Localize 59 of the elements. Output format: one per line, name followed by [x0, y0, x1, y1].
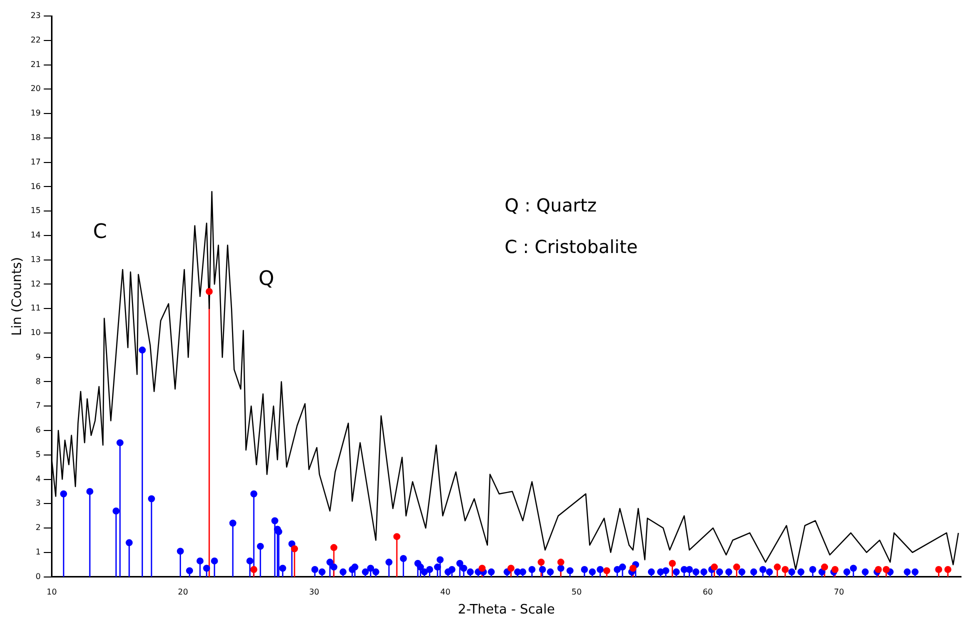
point [882, 566, 890, 573]
annotation: Q : Quartz [504, 195, 597, 216]
point [832, 566, 839, 573]
point [935, 566, 942, 573]
point [668, 560, 676, 567]
y-tick-label: 20 [30, 84, 41, 94]
y-tick-label: 6 [36, 426, 41, 435]
point [291, 545, 298, 552]
y-tick-label: 18 [30, 132, 41, 142]
y-tick-label: 21 [30, 60, 41, 69]
point [330, 544, 338, 552]
point [250, 566, 258, 573]
point [630, 564, 636, 572]
point [710, 564, 718, 571]
point [782, 566, 789, 573]
x-tick-label: 70 [834, 588, 844, 597]
y-tick-label: 15 [30, 206, 41, 216]
annotation: Q [258, 266, 274, 290]
annotation: C : Cristobalite [504, 236, 638, 258]
y-tick-label: 23 [30, 11, 41, 20]
point [393, 533, 400, 540]
x-tick-label: 30 [309, 588, 320, 597]
point [821, 564, 828, 571]
point [507, 564, 514, 572]
y-tick-label: 17 [30, 157, 41, 166]
y-tick-label: 13 [30, 254, 41, 264]
annotation: C [92, 219, 107, 244]
point [557, 558, 564, 566]
y-tick-label: 10 [30, 328, 41, 338]
y-tick-label: 4 [36, 474, 41, 484]
x-tick-label: 50 [571, 588, 582, 597]
point [733, 564, 740, 571]
y-tick-label: 19 [30, 108, 41, 118]
y-tick-label: 22 [30, 35, 41, 44]
x-axis-title: 2-Theta - Scale [458, 602, 555, 618]
x-tick-label: 60 [702, 588, 713, 597]
y-tick-label: 3 [36, 498, 41, 508]
point [478, 564, 486, 572]
y-tick-label: 1 [36, 547, 41, 556]
point [603, 567, 610, 574]
point [774, 564, 781, 571]
point [874, 566, 882, 573]
y-tick-label: 2 [36, 523, 41, 532]
x-tick-label: 10 [46, 588, 57, 597]
point [538, 558, 545, 566]
point [944, 566, 952, 573]
y-tick-label: 7 [36, 401, 41, 410]
y-tick-label: 12 [30, 279, 41, 288]
y-tick-label: 16 [30, 182, 41, 191]
y-tick-label: 0 [36, 572, 41, 581]
y-tick-label: 5 [36, 450, 41, 459]
y-axis-title: Lin (Counts) [10, 257, 26, 336]
y-tick-label: 9 [36, 352, 41, 362]
x-tick-label: 20 [178, 588, 188, 597]
y-tick-label: 14 [30, 230, 41, 240]
point [206, 288, 213, 296]
y-tick-label: 11 [30, 304, 41, 313]
y-tick-label: 8 [36, 376, 41, 386]
x-tick-label: 40 [440, 588, 450, 597]
